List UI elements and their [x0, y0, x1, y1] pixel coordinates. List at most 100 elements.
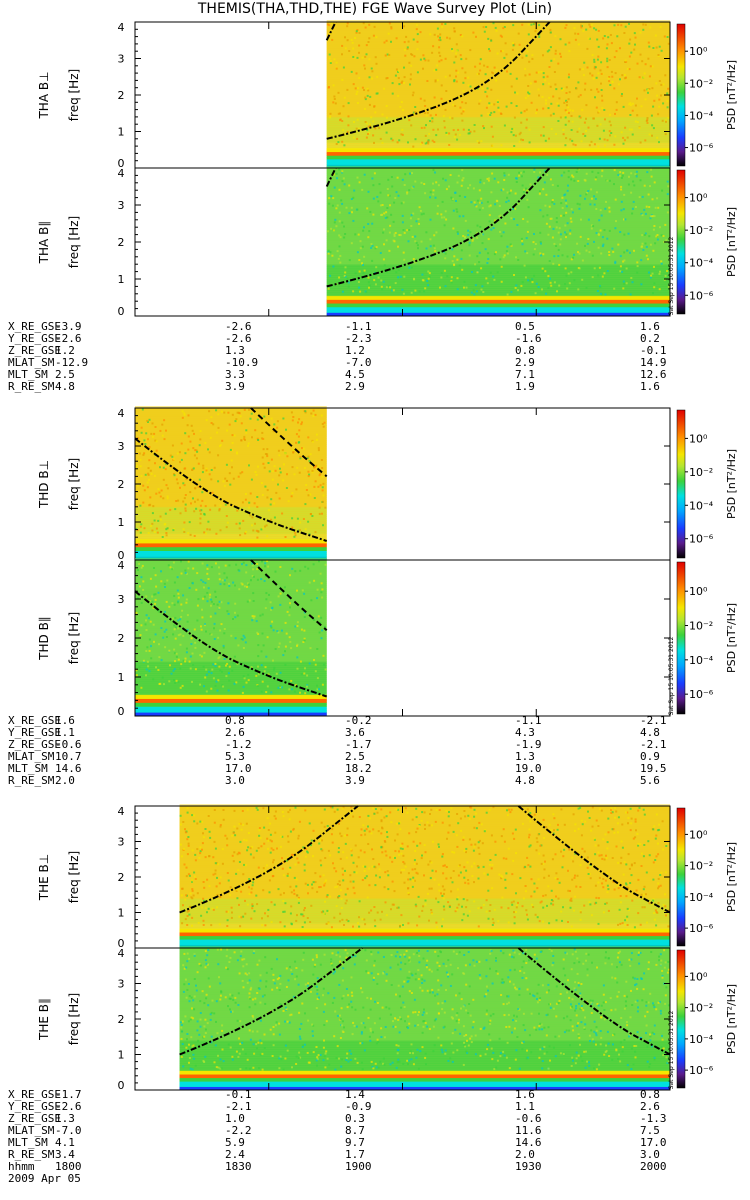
- ephemeris-value: 2.0: [55, 774, 75, 787]
- the-bperp-curve-0: [179, 805, 359, 914]
- tha-bperp-panel-label: THA B⊥: [37, 71, 51, 119]
- thd-bpar-panel-label: THD B∥: [37, 616, 51, 661]
- ephemeris-value: 1.0: [225, 1112, 245, 1125]
- ephemeris-value: 2.5: [345, 750, 365, 763]
- ephemeris-value: 0.8: [640, 1088, 660, 1101]
- ephemeris-row-label: Z_RE_GSE: [8, 738, 61, 751]
- ephemeris-value: -12.9: [55, 356, 88, 369]
- the-bpar-ytick-label: 2: [118, 1013, 125, 1026]
- ephemeris-value: 5.3: [225, 750, 245, 763]
- ephemeris-value: 2.6: [225, 726, 245, 739]
- ephemeris-value: -2.1: [640, 738, 667, 751]
- ephemeris-value: -1.3: [640, 1112, 667, 1125]
- ephemeris-value: 1.3: [225, 344, 245, 357]
- thd-bperp-ytick-label: 4: [118, 407, 125, 420]
- thd-bpar-spectrogram: [135, 558, 327, 717]
- tha-bpar-colorbar-tick-label: 10⁻⁶: [689, 289, 714, 302]
- the-bpar-colorbar-tick-label: 10⁻²: [689, 1002, 713, 1015]
- ephemeris-value: -1.6: [515, 332, 542, 345]
- tha-bperp-spectrogram: [326, 20, 670, 169]
- ephemeris-value: 1.6: [55, 714, 75, 727]
- tha-bperp-colorbar-tick-label: 10⁻⁶: [689, 142, 714, 155]
- ephemeris-value: 3.0: [225, 774, 245, 787]
- ephemeris-value: 4.3: [515, 726, 535, 739]
- tha-bpar-colorbar: [676, 169, 686, 315]
- the-bperp-colorbar: [676, 807, 686, 947]
- thd-bperp-colorbar: [676, 409, 686, 559]
- ephemeris-value: -7.0: [55, 1124, 82, 1137]
- ephemeris-value: 1.2: [55, 344, 75, 357]
- tha-bpar-ytick-label: 4: [118, 167, 125, 180]
- thd-bpar-colorbar: [676, 561, 686, 715]
- ephemeris-value: -2.6: [55, 1100, 82, 1113]
- ephemeris-row-label: R_RE_SM: [8, 774, 55, 787]
- tha-bpar-freq-label: freq [Hz]: [67, 216, 81, 268]
- tha-bperp-psd-label: PSD [nT²/Hz]: [725, 60, 738, 130]
- thd-bperp-ytick-label: 3: [118, 440, 125, 453]
- the-bpar-curve-1: [517, 947, 671, 1056]
- time-axis-label: hhmm: [8, 1160, 35, 1173]
- ephemeris-value: -2.6: [225, 332, 252, 345]
- thd-bperp-curve-0: [134, 437, 328, 542]
- ephemeris-row-label: MLAT_SM: [8, 356, 55, 369]
- ephemeris-row-label: R_RE_SM: [8, 380, 55, 393]
- tha-bpar-colorbar-tick-label: 10⁻⁴: [689, 257, 714, 270]
- thd-bpar-curve-1: [250, 559, 328, 631]
- the-bpar-colorbar-tick-label: 10⁻⁶: [689, 1064, 714, 1077]
- tha-bperp-colorbar-tick-label: 10⁻²: [689, 77, 713, 90]
- thd-bperp-ytick-label: 2: [118, 478, 125, 491]
- time-tick-label: 1800: [55, 1160, 82, 1173]
- ephemeris-value: 1.6: [640, 320, 660, 333]
- ephemeris-value: -2.2: [225, 1124, 252, 1137]
- thd-bperp-colorbar-tick-label: 10⁻⁴: [689, 499, 714, 512]
- tha-bpar-psd-label: PSD [nT²/Hz]: [725, 207, 738, 277]
- the-bpar-spectrogram: [179, 946, 671, 1091]
- ephemeris-row-label: Z_RE_GSE: [8, 344, 61, 357]
- the-bpar-panel-label: THE B∥: [37, 998, 51, 1041]
- the-bperp-ytick-label: 2: [118, 871, 125, 884]
- tha-bpar-ytick-label: 1: [118, 273, 125, 286]
- ephemeris-row-label: Y_RE_GSE: [8, 1100, 61, 1113]
- ephemeris-value: 10.7: [55, 750, 82, 763]
- ephemeris-value: 1.2: [345, 344, 365, 357]
- ephemeris-value: 4.1: [55, 1136, 75, 1149]
- ephemeris-value: 1.3: [55, 1112, 75, 1125]
- tha-bperp-curve-1: [325, 21, 337, 41]
- time-tick-label: 1930: [515, 1160, 542, 1173]
- ephemeris-row-label: MLT_SM: [8, 762, 48, 775]
- thd-bperp-spectrogram: [135, 406, 327, 561]
- ephemeris-value: 0.8: [225, 714, 245, 727]
- time-tick-label: 2000: [640, 1160, 667, 1173]
- ephemeris-value: 2.4: [225, 1148, 245, 1161]
- tha-bperp-colorbar-tick-label: 10⁰: [689, 45, 708, 58]
- the-bpar-ytick-label: 4: [118, 947, 125, 960]
- tha-bpar-timestamp: Sat Sep 15 10:05:31 2012: [668, 237, 675, 316]
- ephemeris-row-label: Y_RE_GSE: [8, 332, 61, 345]
- ephemeris-value: 17.0: [225, 762, 252, 775]
- time-tick-label: 1900: [345, 1160, 372, 1173]
- thd-bpar-colorbar-tick-label: 10⁰: [689, 585, 708, 598]
- ephemeris-value: 9.7: [345, 1136, 365, 1149]
- ephemeris-value: 3.9: [345, 774, 365, 787]
- tha-bperp-ytick-label: 0: [118, 157, 125, 170]
- ephemeris-value: 2.6: [640, 1100, 660, 1113]
- the-bperp-freq-label: freq [Hz]: [67, 851, 81, 903]
- ephemeris-value: 19.5: [640, 762, 667, 775]
- thd-bpar-colorbar-tick-label: 10⁻²: [689, 620, 713, 633]
- thd-bpar-curve-0: [134, 590, 328, 698]
- the-bpar-colorbar-tick-label: 10⁻⁴: [689, 1033, 714, 1046]
- ephemeris-value: 1.4: [345, 1088, 365, 1101]
- thd-bperp-ytick-label: 0: [118, 549, 125, 562]
- ephemeris-value: -10.9: [225, 356, 258, 369]
- tha-bperp-colorbar: [676, 23, 686, 167]
- ephemeris-value: -2.3: [345, 332, 372, 345]
- the-bpar-colorbar: [676, 949, 686, 1089]
- ephemeris-value: 2.9: [345, 380, 365, 393]
- ephemeris-value: -0.1: [225, 1088, 252, 1101]
- ephemeris-value: 17.0: [640, 1136, 667, 1149]
- ephemeris-value: -1.2: [225, 738, 252, 751]
- ephemeris-value: -1.7: [55, 1088, 82, 1101]
- tha-bpar-colorbar-tick-label: 10⁻²: [689, 224, 713, 237]
- ephemeris-value: 11.6: [515, 1124, 542, 1137]
